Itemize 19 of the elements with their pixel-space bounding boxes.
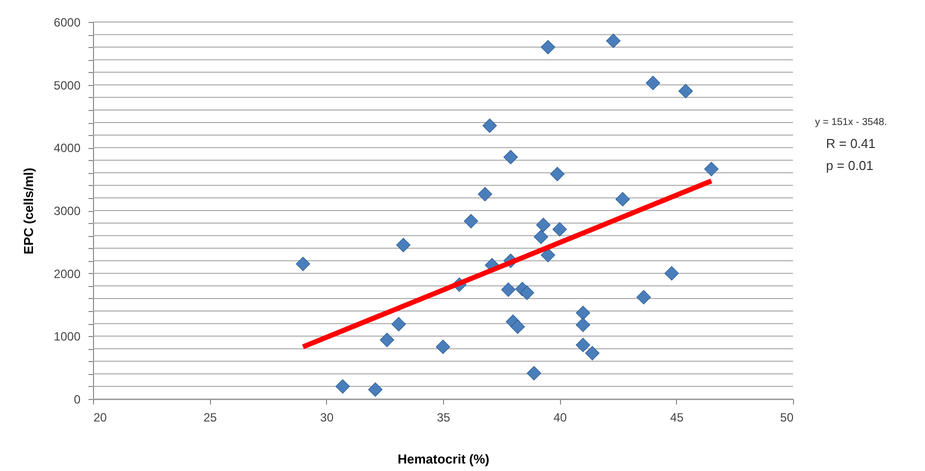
x-tick-label: 50 xyxy=(780,410,794,424)
x-tick-label: 20 xyxy=(94,410,108,424)
x-axis-title: Hematocrit (%) xyxy=(398,452,490,466)
x-tick-label: 40 xyxy=(553,410,568,424)
x-tick-label: 45 xyxy=(670,410,684,424)
y-tick-label: 5000 xyxy=(54,78,81,92)
y-axis-title: EPC (cells/ml) xyxy=(20,168,36,254)
y-tick-label: 0 xyxy=(74,392,81,406)
y-tick-label: 2000 xyxy=(54,266,81,281)
y-tick-label: 1000 xyxy=(54,330,81,344)
text: R = 0.41 xyxy=(826,136,876,151)
x-tick-label: 30 xyxy=(320,410,334,424)
y-tick-label: 6000 xyxy=(54,16,81,30)
text: p = 0.01 xyxy=(826,158,874,173)
y-tick-label: 4000 xyxy=(54,141,81,156)
x-tick-label: 35 xyxy=(436,410,450,424)
y-tick-label: 3000 xyxy=(54,204,81,218)
text: y = 151x - 3548. xyxy=(815,117,887,128)
x-tick-label: 25 xyxy=(203,410,218,424)
